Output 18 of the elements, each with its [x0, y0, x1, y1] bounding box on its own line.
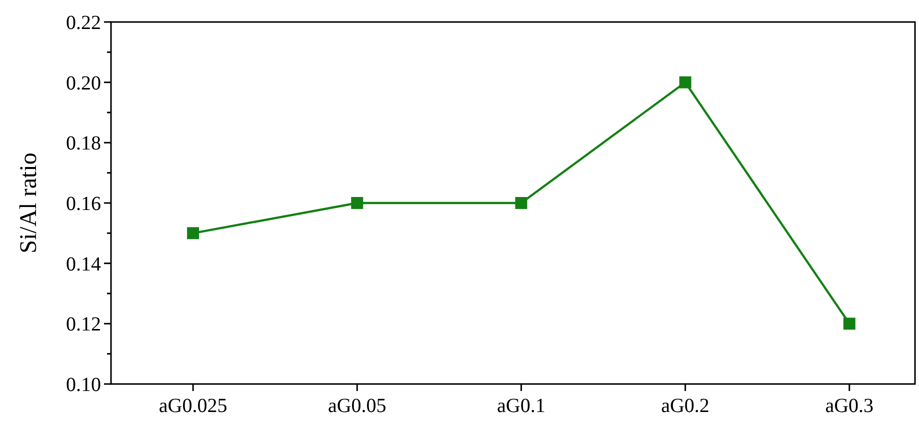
y-axis-title: Si/Al ratio — [16, 152, 42, 254]
x-tick-label: aG0.05 — [328, 395, 386, 417]
point — [679, 76, 692, 88]
y-tick-label: 0.20 — [66, 72, 101, 94]
x-tick-label: aG0.025 — [158, 395, 228, 417]
x-tick-label: aG0.3 — [825, 395, 874, 417]
x-tick-label: aG0.2 — [661, 395, 710, 417]
point — [187, 227, 200, 240]
x-tick-label: aG0.1 — [497, 395, 546, 417]
y-tick-label: 0.10 — [66, 374, 101, 396]
y-tick-label: 0.16 — [66, 193, 101, 215]
y-tick-label: 0.22 — [66, 12, 101, 34]
point — [843, 318, 856, 330]
y-tick-label: 0.18 — [66, 132, 101, 155]
point — [515, 197, 528, 209]
y-tick-label: 0.12 — [66, 314, 101, 336]
point — [351, 197, 364, 209]
y-tick-label: 0.14 — [66, 253, 101, 276]
